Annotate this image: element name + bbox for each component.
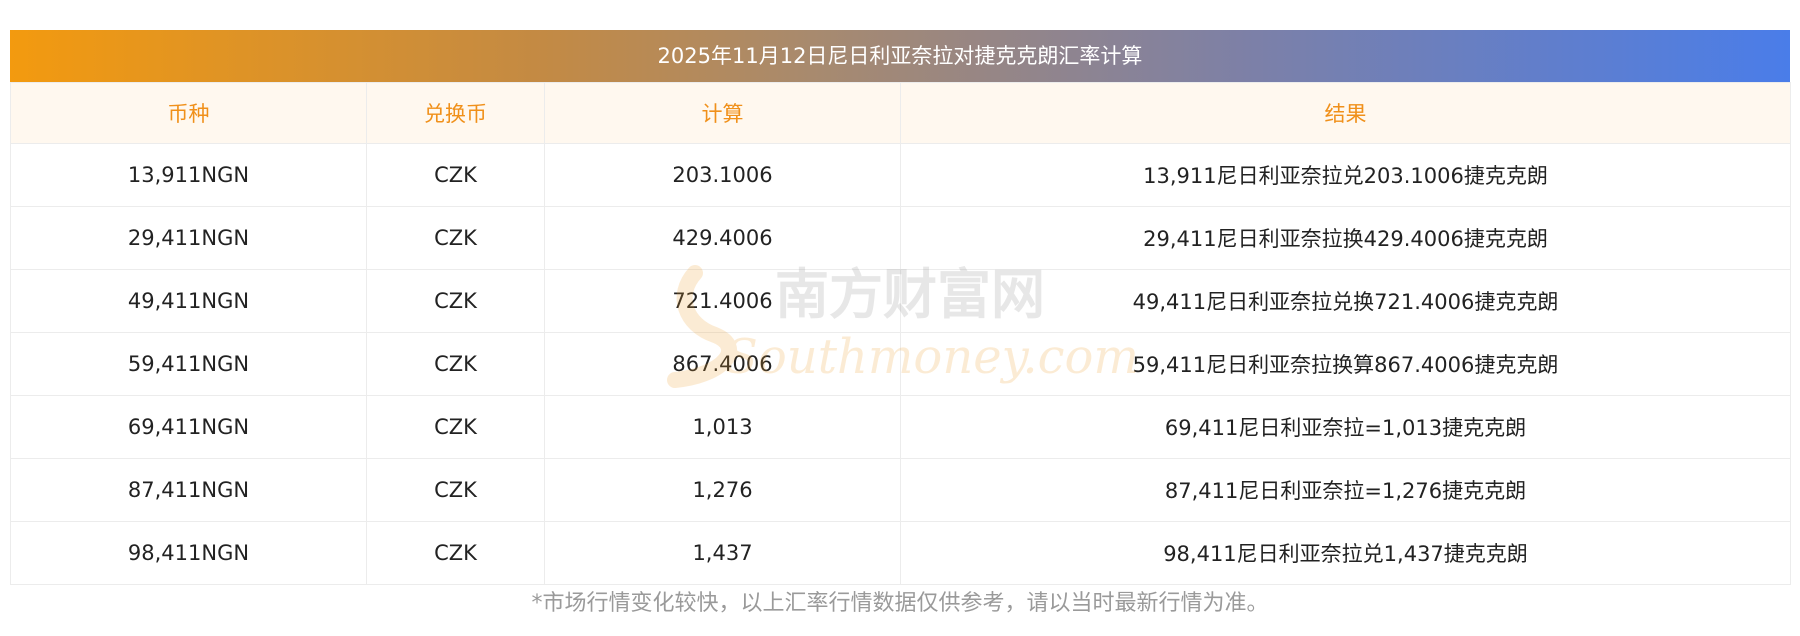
cell-amount: 13,911NGN: [10, 143, 367, 207]
table-row: 87,411NGN CZK 1,276 87,411尼日利亚奈拉=1,276捷克…: [10, 458, 1791, 522]
table-title: 2025年11月12日尼日利亚奈拉对捷克克朗汇率计算: [10, 30, 1790, 82]
cell-result: 59,411尼日利亚奈拉换算867.4006捷克克朗: [900, 332, 1791, 396]
cell-value: 429.4006: [544, 206, 901, 270]
cell-currency: CZK: [366, 521, 545, 585]
table-row: 98,411NGN CZK 1,437 98,411尼日利亚奈拉兑1,437捷克…: [10, 521, 1791, 585]
cell-result: 13,911尼日利亚奈拉兑203.1006捷克克朗: [900, 143, 1791, 207]
cell-value: 1,013: [544, 395, 901, 459]
cell-amount: 59,411NGN: [10, 332, 367, 396]
table-row: 13,911NGN CZK 203.1006 13,911尼日利亚奈拉兑203.…: [10, 143, 1791, 207]
cell-result: 29,411尼日利亚奈拉换429.4006捷克克朗: [900, 206, 1791, 270]
cell-result: 69,411尼日利亚奈拉=1,013捷克克朗: [900, 395, 1791, 459]
cell-amount: 98,411NGN: [10, 521, 367, 585]
table-row: 69,411NGN CZK 1,013 69,411尼日利亚奈拉=1,013捷克…: [10, 395, 1791, 459]
cell-amount: 87,411NGN: [10, 458, 367, 522]
table-row: 29,411NGN CZK 429.4006 29,411尼日利亚奈拉换429.…: [10, 206, 1791, 270]
cell-currency: CZK: [366, 458, 545, 522]
cell-currency: CZK: [366, 206, 545, 270]
cell-value: 867.4006: [544, 332, 901, 396]
cell-amount: 69,411NGN: [10, 395, 367, 459]
cell-result: 87,411尼日利亚奈拉=1,276捷克克朗: [900, 458, 1791, 522]
rate-table-container: 2025年11月12日尼日利亚奈拉对捷克克朗汇率计算 币种 兑换币 计算 结果 …: [10, 30, 1791, 585]
cell-result: 49,411尼日利亚奈拉兑换721.4006捷克克朗: [900, 269, 1791, 333]
disclaimer-footnote: *市场行情变化较快，以上汇率行情数据仅供参考，请以当时最新行情为准。: [531, 591, 1269, 616]
header-currency: 币种: [10, 82, 367, 144]
cell-value: 1,437: [544, 521, 901, 585]
cell-value: 721.4006: [544, 269, 901, 333]
cell-currency: CZK: [366, 395, 545, 459]
header-target-currency: 兑换币: [366, 82, 545, 144]
table-header-row: 币种 兑换币 计算 结果: [10, 82, 1791, 144]
cell-currency: CZK: [366, 332, 545, 396]
table-row: 49,411NGN CZK 721.4006 49,411尼日利亚奈拉兑换721…: [10, 269, 1791, 333]
header-result: 结果: [900, 82, 1791, 144]
cell-amount: 29,411NGN: [10, 206, 367, 270]
cell-result: 98,411尼日利亚奈拉兑1,437捷克克朗: [900, 521, 1791, 585]
cell-value: 1,276: [544, 458, 901, 522]
header-calculation: 计算: [544, 82, 901, 144]
cell-currency: CZK: [366, 143, 545, 207]
cell-currency: CZK: [366, 269, 545, 333]
cell-value: 203.1006: [544, 143, 901, 207]
cell-amount: 49,411NGN: [10, 269, 367, 333]
rate-table: 币种 兑换币 计算 结果 13,911NGN CZK 203.1006 13,9…: [10, 82, 1791, 585]
table-row: 59,411NGN CZK 867.4006 59,411尼日利亚奈拉换算867…: [10, 332, 1791, 396]
